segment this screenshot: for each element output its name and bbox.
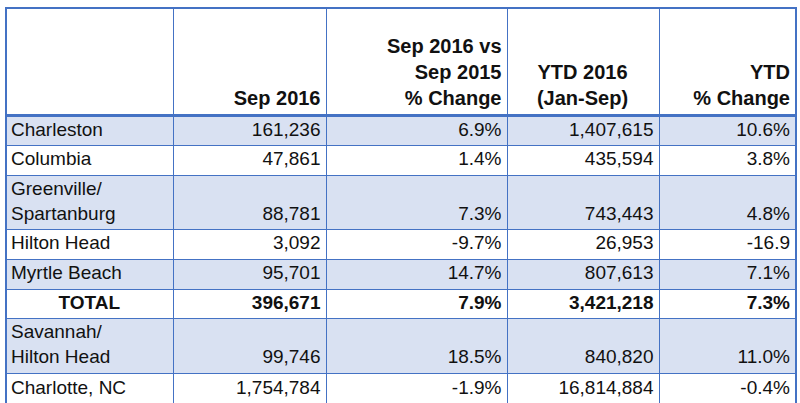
page: Sep 2016 Sep 2016 vs Sep 2015 % Change Y…: [0, 0, 800, 403]
column-header-ytd-change: YTD % Change: [659, 8, 796, 115]
value-cell: 1.4%: [326, 146, 507, 176]
row-label-total: TOTAL: [6, 289, 173, 319]
value-cell: 18.5%: [326, 319, 507, 373]
value-cell: 7.9%: [326, 289, 507, 319]
metro-sales-table-wrap: Sep 2016 Sep 2016 vs Sep 2015 % Change Y…: [5, 7, 797, 403]
value-cell: 3,421,218: [507, 289, 659, 319]
value-cell: 1,754,784: [173, 373, 326, 403]
value-cell: 3.8%: [659, 146, 796, 176]
row-label: Charlotte, NC: [6, 373, 173, 403]
table-row-myrtle-beach: Myrtle Beach 95,701 14.7% 807,613 7.1%: [6, 259, 796, 289]
table-row-hilton-head: Hilton Head 3,092 -9.7% 26,953 -16.9: [6, 230, 796, 260]
metro-sales-table: Sep 2016 Sep 2016 vs Sep 2015 % Change Y…: [5, 7, 797, 403]
value-cell: -0.4%: [659, 373, 796, 403]
table-row-savannah-hilton-head: Savannah/ Hilton Head 99,746 18.5% 840,8…: [6, 319, 796, 373]
value-cell: 99,746: [173, 319, 326, 373]
value-cell: -9.7%: [326, 230, 507, 260]
table-row-charlotte-nc: Charlotte, NC 1,754,784 -1.9% 16,814,884…: [6, 373, 796, 403]
value-cell: 807,613: [507, 259, 659, 289]
value-cell: 16,814,884: [507, 373, 659, 403]
value-cell: 6.9%: [326, 115, 507, 146]
value-cell: 743,443: [507, 175, 659, 229]
row-label: Greenville/ Spartanburg: [6, 175, 173, 229]
value-cell: 7.3%: [326, 175, 507, 229]
value-cell: 11.0%: [659, 319, 796, 373]
row-label: Myrtle Beach: [6, 259, 173, 289]
table-row-columbia: Columbia 47,861 1.4% 435,594 3.8%: [6, 146, 796, 176]
value-cell: -1.9%: [326, 373, 507, 403]
column-header-sep-2016: Sep 2016: [173, 8, 326, 115]
table-row-charleston: Charleston 161,236 6.9% 1,407,615 10.6%: [6, 115, 796, 146]
row-label: Charleston: [6, 115, 173, 146]
value-cell: -16.9: [659, 230, 796, 260]
value-cell: 435,594: [507, 146, 659, 176]
value-cell: 47,861: [173, 146, 326, 176]
value-cell: 4.8%: [659, 175, 796, 229]
table-row-greenville-spartanburg: Greenville/ Spartanburg 88,781 7.3% 743,…: [6, 175, 796, 229]
value-cell: 95,701: [173, 259, 326, 289]
value-cell: 840,820: [507, 319, 659, 373]
column-header-blank: [6, 8, 173, 115]
value-cell: 26,953: [507, 230, 659, 260]
table-row-total: TOTAL 396,671 7.9% 3,421,218 7.3%: [6, 289, 796, 319]
value-cell: 14.7%: [326, 259, 507, 289]
value-cell: 7.1%: [659, 259, 796, 289]
value-cell: 7.3%: [659, 289, 796, 319]
row-label: Savannah/ Hilton Head: [6, 319, 173, 373]
column-header-sep-change: Sep 2016 vs Sep 2015 % Change: [326, 8, 507, 115]
value-cell: 161,236: [173, 115, 326, 146]
row-label: Columbia: [6, 146, 173, 176]
value-cell: 396,671: [173, 289, 326, 319]
row-label: Hilton Head: [6, 230, 173, 260]
value-cell: 1,407,615: [507, 115, 659, 146]
header-row: Sep 2016 Sep 2016 vs Sep 2015 % Change Y…: [6, 8, 796, 115]
value-cell: 10.6%: [659, 115, 796, 146]
value-cell: 88,781: [173, 175, 326, 229]
table-body: Charleston 161,236 6.9% 1,407,615 10.6% …: [6, 115, 796, 403]
table-header: Sep 2016 Sep 2016 vs Sep 2015 % Change Y…: [6, 8, 796, 115]
column-header-ytd-2016: YTD 2016 (Jan-Sep): [507, 8, 659, 115]
value-cell: 3,092: [173, 230, 326, 260]
